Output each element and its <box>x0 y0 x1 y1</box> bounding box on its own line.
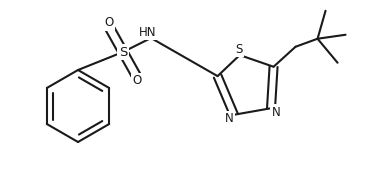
Text: HN: HN <box>139 26 157 38</box>
Text: O: O <box>104 17 114 30</box>
Text: N: N <box>272 106 280 119</box>
Text: S: S <box>119 45 127 58</box>
Text: S: S <box>235 43 242 56</box>
Text: O: O <box>132 74 142 88</box>
Text: N: N <box>225 112 233 125</box>
